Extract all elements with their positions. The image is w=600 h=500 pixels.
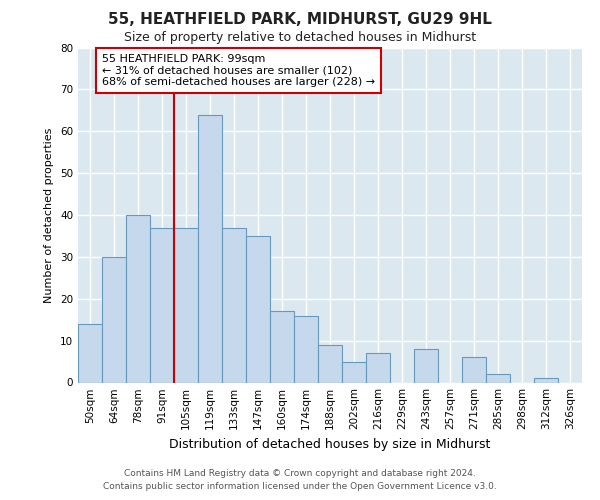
Text: Contains HM Land Registry data © Crown copyright and database right 2024.
Contai: Contains HM Land Registry data © Crown c… bbox=[103, 470, 497, 491]
Bar bbox=[366, 353, 390, 382]
Text: 55, HEATHFIELD PARK, MIDHURST, GU29 9HL: 55, HEATHFIELD PARK, MIDHURST, GU29 9HL bbox=[108, 12, 492, 28]
Bar bbox=[246, 236, 270, 382]
Bar bbox=[150, 228, 174, 382]
Bar bbox=[102, 257, 126, 382]
Bar bbox=[270, 312, 294, 382]
Y-axis label: Number of detached properties: Number of detached properties bbox=[44, 128, 55, 302]
Text: Size of property relative to detached houses in Midhurst: Size of property relative to detached ho… bbox=[124, 31, 476, 44]
Bar bbox=[222, 228, 246, 382]
Bar bbox=[198, 114, 222, 382]
Text: 55 HEATHFIELD PARK: 99sqm
← 31% of detached houses are smaller (102)
68% of semi: 55 HEATHFIELD PARK: 99sqm ← 31% of detac… bbox=[102, 54, 375, 87]
Bar bbox=[342, 362, 366, 382]
Bar bbox=[78, 324, 102, 382]
Bar bbox=[414, 349, 438, 382]
Bar bbox=[534, 378, 558, 382]
Bar bbox=[174, 228, 198, 382]
Bar bbox=[318, 345, 342, 383]
Bar bbox=[486, 374, 510, 382]
X-axis label: Distribution of detached houses by size in Midhurst: Distribution of detached houses by size … bbox=[169, 438, 491, 451]
Bar bbox=[294, 316, 318, 382]
Bar bbox=[126, 215, 150, 382]
Bar bbox=[462, 358, 486, 382]
